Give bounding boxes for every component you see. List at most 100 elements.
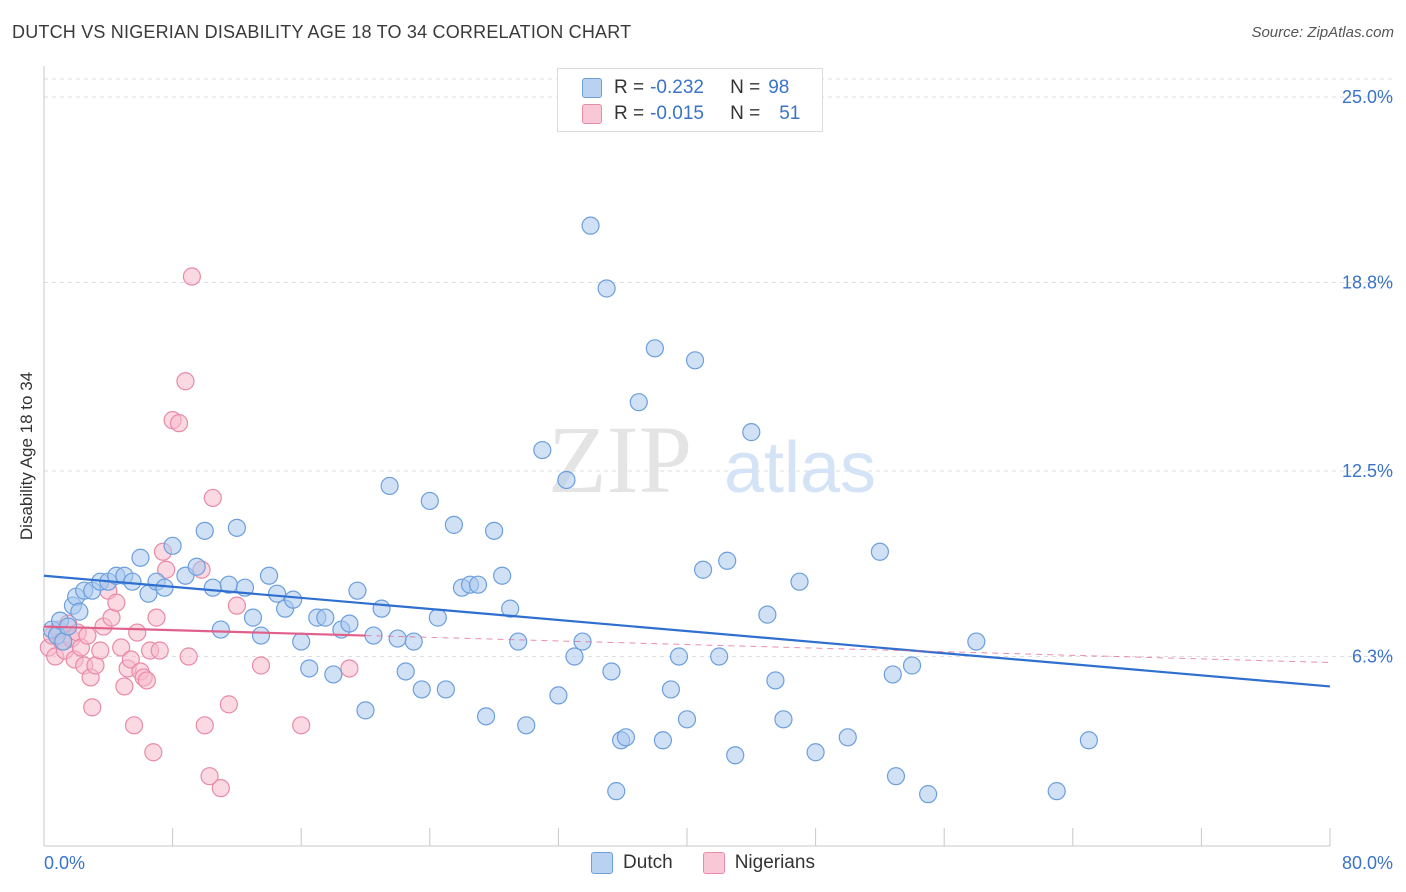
nigerian-trend-line [43,625,366,637]
dutch-point [267,584,287,603]
dutch-point [902,656,922,675]
dutch-point [123,572,142,591]
nigerian-point [144,743,163,762]
nigerian-point [203,488,222,508]
y-tick-label: 18.8% [1342,273,1393,293]
dutch-point [436,680,455,699]
dutch-point [163,536,182,555]
dutch-point [243,608,263,627]
legend-item-dutch[interactable]: Dutch [591,852,673,874]
watermark-zip: ZIP [548,406,692,513]
dutch-point [883,665,902,684]
tick-labels: 6.3% 12.5% 18.8% 25.0% 0.0% 80.0% [44,87,1393,873]
x-tick-label-min: 0.0% [44,853,85,873]
dutch-point [404,632,423,651]
y-tick-label: 25.0% [1342,87,1393,107]
legend-row-dutch: R = -0.232 N = 98 [582,76,789,100]
nigerian-point [157,560,176,579]
nigerian-point [78,626,97,645]
dutch-point [774,710,793,729]
dutch-point [292,632,311,651]
nigerian-point [147,608,166,627]
nigerian-point [227,596,246,615]
dutch-point [517,716,536,735]
nigerian-point [176,372,195,391]
nigerians-r-value: -0.015 [650,103,704,124]
x-tick-label-max: 80.0% [1342,853,1393,873]
dutch-n-label: N = [730,77,761,98]
dutch-point [629,393,648,412]
dutch-point [557,470,576,490]
nigerian-point [112,638,131,657]
dutch-swatch [582,78,602,98]
dutch-point [300,659,319,678]
dutch-point [742,423,761,442]
dutch-point [396,662,415,681]
dutch-point [316,608,335,627]
dutch-point [726,746,745,765]
nigerians-r-label: R = [614,103,645,124]
dutch-point [870,542,890,561]
dutch-point [340,614,359,633]
chart-title: DUTCH VS NIGERIAN DISABILITY AGE 18 TO 3… [12,22,632,42]
nigerian-point [115,677,134,696]
nigerian-point [200,767,219,786]
dutch-point [131,548,150,567]
dutch-point [581,216,600,235]
dutch-trend-line [43,574,1331,688]
dutch-point [645,339,664,358]
series-legend: Dutch Nigerians [0,852,1406,874]
nigerians-legend-label: Nigerians [734,852,815,873]
correlation-legend: R = -0.232 N = 98 R = -0.015 N = 51 [557,68,823,132]
nigerians-n-label: N = [730,103,761,124]
dutch-point [485,521,504,540]
dutch-point [685,351,705,370]
dutch-point [203,578,222,597]
dutch-point [710,647,729,666]
dutch-point [493,566,512,585]
nigerian-point [91,641,110,660]
y-tick-label: 6.3% [1352,647,1393,667]
dutch-point [227,518,246,537]
nigerian-point [107,593,126,612]
dutch-point [607,782,626,801]
dutch-point [718,551,737,570]
nigerian-point [340,659,359,678]
dutch-point [380,476,399,496]
axes [43,66,1331,847]
nigerian-point [128,623,147,642]
dutch-point [766,671,785,690]
nigerian-point [150,641,169,660]
dutch-legend-label: Dutch [623,852,673,873]
dutch-point [967,632,986,651]
dutch-point [886,767,906,786]
dutch-point [70,602,89,621]
dutch-point [195,521,214,540]
dutch-point [838,728,857,747]
dutch-point [919,785,938,804]
nigerian-point [195,716,214,735]
nigerian-point [251,656,271,675]
legend-item-nigerians[interactable]: Nigerians [702,852,815,874]
nigerians-swatch [582,104,602,124]
nigerian-trend-extension [365,635,1331,663]
nigerians-n-value: 51 [779,103,801,124]
trend-lines [43,574,1331,688]
nigerian-point [179,647,198,666]
dutch-point [468,575,488,594]
dutch-point [565,647,584,666]
dutch-point [284,590,303,609]
dutch-n-value: 98 [768,77,790,98]
dutch-point [790,572,809,591]
legend-row-nigerians: R = -0.015 N = 51 [582,102,800,126]
nigerian-point [211,779,230,798]
dutch-legend-swatch [591,852,614,874]
dutch-point [806,743,825,762]
watermark: ZIP atlas [548,406,876,513]
source-label: Source: ZipAtlas.com [1251,24,1394,41]
nigerian-point [292,716,311,735]
dutch-r-value: -0.232 [650,77,704,98]
dutch-point [1079,731,1098,750]
grid-lines [44,78,1395,658]
